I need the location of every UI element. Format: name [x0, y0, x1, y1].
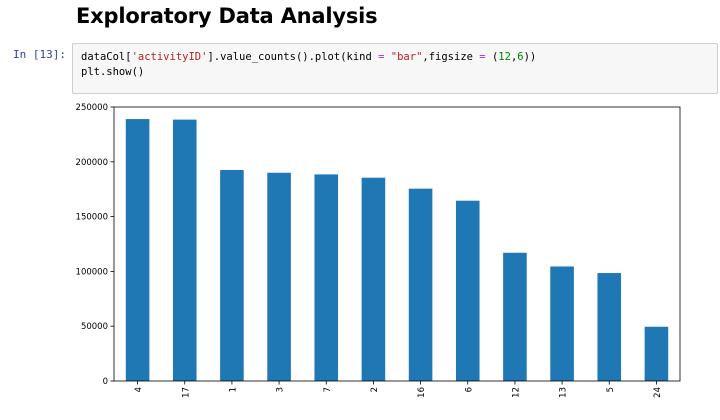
- bar: [125, 119, 150, 381]
- bar: [314, 174, 339, 381]
- bar: [644, 326, 669, 381]
- x-axis: 4 17 1 3 7 2 16 6 12 13 5 24: [134, 381, 663, 398]
- bar: [267, 172, 291, 381]
- code-number-token: 6: [517, 51, 524, 63]
- bar: [550, 266, 574, 381]
- code-line-2: plt.show(): [81, 66, 145, 78]
- code-string-token: "bar": [390, 51, 423, 63]
- x-tick-label: 7: [323, 387, 333, 392]
- cell-prompt: In [13]:: [13, 48, 66, 61]
- bar: [455, 200, 480, 381]
- cell-output: 0 50000 100000 150000 200000 250000 4 17 1 3 7 2 16…: [72, 96, 720, 416]
- y-tick-label: 50000: [81, 322, 108, 332]
- bar: [597, 273, 622, 381]
- bar: [220, 170, 244, 381]
- x-tick-label: 5: [606, 387, 616, 392]
- code-token: ,figsize: [422, 51, 480, 63]
- bars-group: [125, 119, 669, 381]
- x-tick-label: 6: [464, 387, 474, 392]
- bar: [408, 188, 433, 381]
- section-heading: Exploratory Data Analysis: [76, 4, 378, 28]
- code-token: )): [523, 51, 537, 63]
- y-tick-label: 0: [103, 377, 108, 387]
- code-token: ,: [510, 51, 518, 63]
- code-token: ].value_counts().plot(kind: [207, 51, 379, 63]
- code-operator-token: =: [479, 51, 486, 63]
- code-cell-editor[interactable]: dataCol['activityID'].value_counts().plo…: [72, 43, 718, 94]
- y-axis: 0 50000 100000 150000 200000 250000: [76, 103, 114, 387]
- bar: [361, 177, 386, 381]
- x-tick-label: 17: [181, 387, 191, 398]
- code-token: (: [485, 51, 499, 63]
- bar: [503, 252, 527, 381]
- y-tick-label: 150000: [76, 213, 108, 223]
- x-tick-label: 24: [653, 387, 663, 398]
- y-tick-label: 100000: [76, 267, 108, 277]
- code-token: dataCol[: [81, 51, 132, 63]
- code-string-token: 'activityID': [131, 51, 208, 63]
- code-line-1: dataCol['activityID'].value_counts().plo…: [81, 51, 536, 63]
- x-tick-label: 13: [559, 387, 569, 398]
- code-operator-token: =: [378, 51, 385, 63]
- y-tick-label: 250000: [76, 103, 108, 113]
- y-tick-label: 200000: [76, 158, 108, 168]
- bar: [172, 119, 197, 381]
- x-tick-label: 12: [511, 387, 521, 398]
- x-tick-label: 4: [134, 387, 144, 392]
- plot-frame: [113, 106, 681, 382]
- code-number-token: 12: [498, 51, 511, 63]
- x-tick-label: 3: [276, 387, 286, 392]
- x-tick-label: 2: [370, 387, 380, 392]
- x-tick-label: 1: [228, 387, 238, 392]
- x-tick-label: 16: [417, 387, 427, 398]
